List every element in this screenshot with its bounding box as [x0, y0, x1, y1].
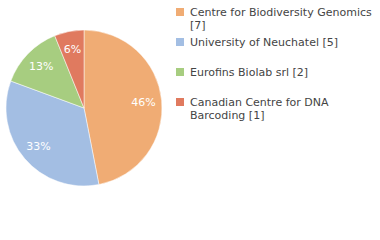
- pie-slice: [55, 30, 84, 108]
- data-label: 46%: [131, 96, 155, 109]
- data-label: 33%: [26, 140, 50, 153]
- legend-label: Canadian Centre for DNA Barcoding [1]: [190, 96, 332, 122]
- legend-label: University of Neuchatel [5]: [190, 36, 338, 49]
- chart: 46% 33% 13% 6% Centre for Biodiversity Genom…: [0, 0, 380, 240]
- pie-slice: [6, 81, 99, 186]
- pie-slice: [84, 30, 162, 185]
- legend-label: Eurofins Biolab srl [2]: [190, 66, 308, 79]
- legend-item: University of Neuchatel [5]: [176, 36, 338, 49]
- data-label: 13%: [29, 60, 53, 73]
- legend-swatch: [176, 98, 184, 106]
- legend-item: Canadian Centre for DNA Barcoding [1]: [176, 96, 332, 122]
- legend: Centre for Biodiversity Genomics [7] Univ…: [176, 6, 375, 122]
- data-labels: 46% 33% 13% 6%: [26, 43, 155, 153]
- legend-swatch: [176, 8, 184, 16]
- pie: [6, 30, 162, 186]
- legend-item: Centre for Biodiversity Genomics [7]: [176, 6, 375, 32]
- legend-label: Centre for Biodiversity Genomics [7]: [190, 6, 375, 32]
- legend-item: Eurofins Biolab srl [2]: [176, 66, 308, 79]
- data-label: 6%: [64, 43, 81, 56]
- legend-swatch: [176, 38, 184, 46]
- legend-swatch: [176, 68, 184, 76]
